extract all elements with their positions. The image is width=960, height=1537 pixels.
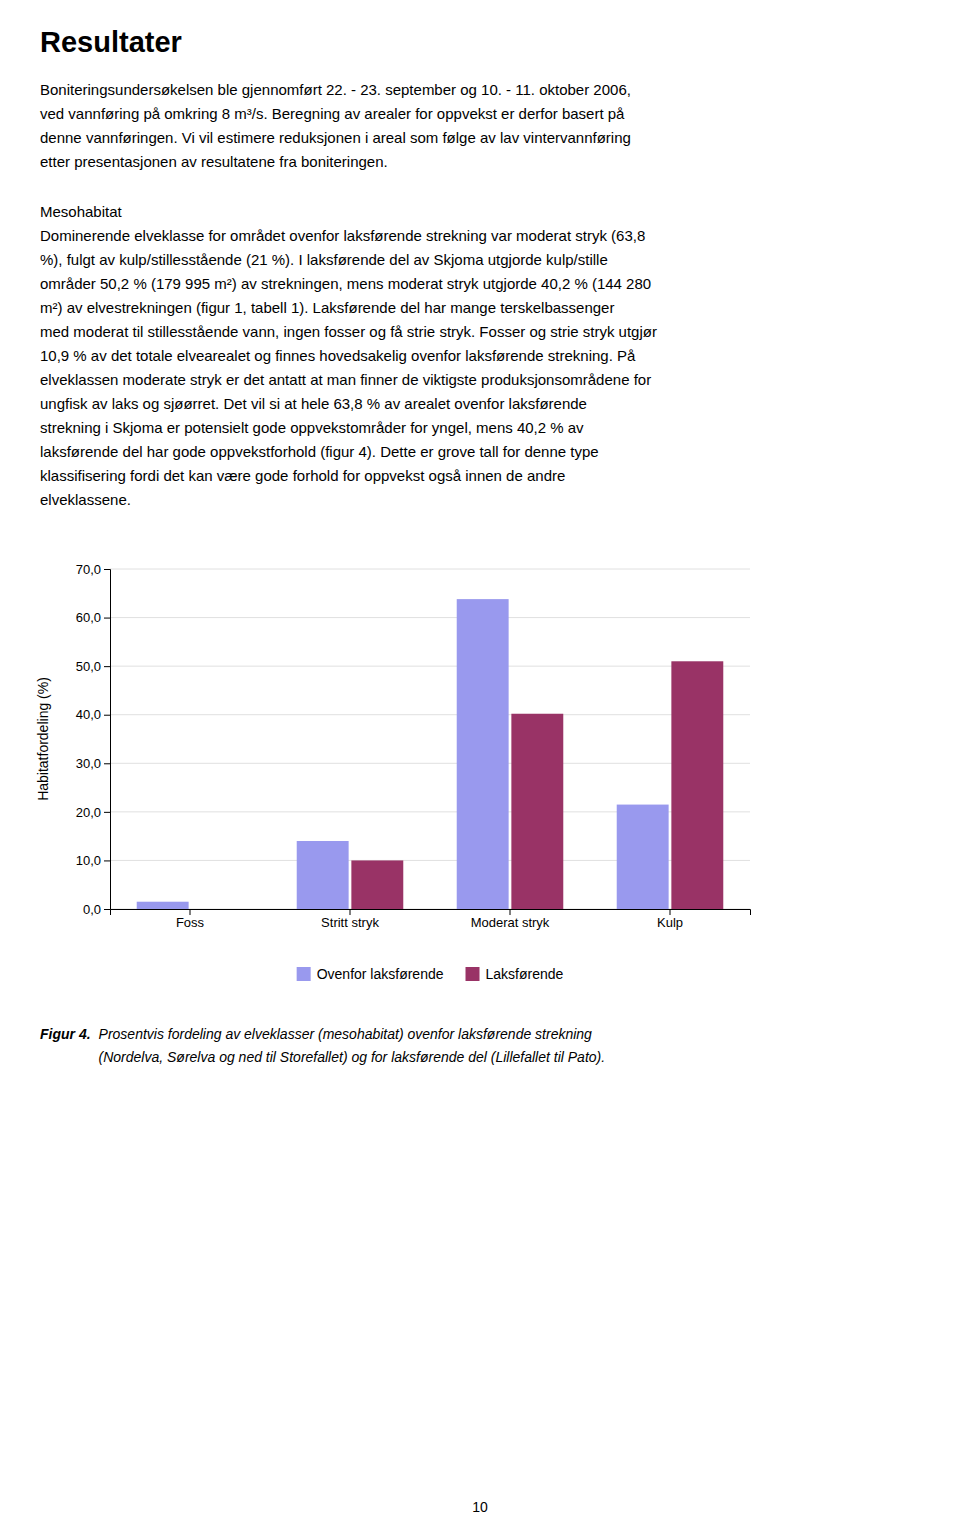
body-line: elveklassene. <box>40 491 131 508</box>
body-line: denne vannføringen. Vi vil estimere redu… <box>40 129 631 146</box>
tick-mark <box>104 666 110 667</box>
tick-label: 40,0 <box>76 707 101 722</box>
body-line: etter presentasjonen av resultatene fra … <box>40 153 388 170</box>
grid-line <box>110 714 750 715</box>
legend-label: Ovenfor laksførende <box>317 966 444 982</box>
tick-label: Kulp <box>657 915 683 930</box>
tick-mark <box>104 812 110 813</box>
body-line: m²) av elvestrekningen (figur 1, tabell … <box>40 299 614 316</box>
body-line: ved vannføring på omkring 8 m³/s. Beregn… <box>40 105 625 122</box>
grid-line <box>110 666 750 667</box>
tick: Stritt stryk <box>321 909 379 930</box>
caption-label: Figur 4. <box>40 1026 91 1042</box>
legend-label: Laksførende <box>486 966 564 982</box>
tick-label: Foss <box>176 915 205 930</box>
bar <box>137 902 189 909</box>
bar-series <box>351 661 723 909</box>
tick-label: Moderat stryk <box>471 915 550 930</box>
caption: Figur 4. Prosentvis fordeling av elveklas… <box>40 1026 605 1065</box>
tick: Foss <box>176 909 205 930</box>
tick-label: 70,0 <box>76 562 101 577</box>
body-line: laksførende del har gode oppvekstforhold… <box>40 443 599 460</box>
bar <box>351 860 403 909</box>
body-line: strekning i Skjoma er potensielt gode op… <box>40 419 584 436</box>
bar <box>671 661 723 909</box>
tick-label: 10,0 <box>76 853 101 868</box>
grid-line <box>110 569 750 570</box>
tick: 30,0 <box>76 756 110 771</box>
body-line: %), fulgt av kulp/stillesstående (21 %).… <box>40 251 608 268</box>
tick: 50,0 <box>76 659 110 674</box>
grid <box>110 569 750 909</box>
tick-label: 30,0 <box>76 756 101 771</box>
tick: 10,0 <box>76 853 110 868</box>
bar <box>297 841 349 909</box>
legend: Ovenfor laksførende Laksførende <box>297 966 564 982</box>
body-line: med moderat til stillesstående vann, ing… <box>40 323 657 340</box>
tick-mark <box>510 909 511 915</box>
tick-label: 20,0 <box>76 805 101 820</box>
body-line: Dominerende elveklasse for området ovenf… <box>40 227 645 244</box>
body-line: Boniteringsundersøkelsen ble gjennomført… <box>40 81 631 98</box>
page-title: Resultater <box>40 26 182 58</box>
tick: Kulp <box>657 909 683 930</box>
bar <box>617 805 669 909</box>
legend-item: Ovenfor laksførende <box>297 966 444 982</box>
body-line: ungfisk av laks og sjøørret. Det vil si … <box>40 395 587 412</box>
tick-mark <box>104 715 110 716</box>
bar <box>511 714 563 909</box>
page-number: 10 <box>472 1499 488 1515</box>
axis-line <box>104 570 111 910</box>
tick-mark <box>670 909 671 915</box>
caption-line: Prosentvis fordeling av elveklasser (mes… <box>99 1026 593 1042</box>
tick: 60,0 <box>76 610 110 625</box>
tick-label: 0,0 <box>83 902 101 917</box>
tick-mark <box>104 569 110 570</box>
body-line: 10,9 % av det totale elvearealet og finn… <box>40 347 636 364</box>
body-line: klassifisering fordi det kan være gode f… <box>40 467 565 484</box>
tick-mark <box>104 763 110 764</box>
axis-line <box>111 910 751 916</box>
bars <box>137 599 724 909</box>
tick-mark <box>104 860 110 861</box>
y-axis: 0,0 10,0 20,0 30,0 40,0 50,0 60,0 70,0 <box>76 562 111 917</box>
chart: 0,0 10,0 20,0 30,0 40,0 50,0 60,0 70,0 Foss Strit… <box>35 562 751 931</box>
tick: 20,0 <box>76 805 110 820</box>
body-line: Mesohabitat <box>40 203 123 220</box>
tick-label: Stritt stryk <box>321 915 379 930</box>
tick: Moderat stryk <box>471 909 550 930</box>
legend-item: Laksførende <box>466 966 564 982</box>
x-axis: Foss Stritt stryk Moderat stryk Kulp <box>111 909 751 930</box>
tick: 70,0 <box>76 562 110 577</box>
tick-mark <box>104 618 110 619</box>
tick-mark <box>104 909 110 910</box>
tick-label: 50,0 <box>76 659 101 674</box>
bar <box>457 599 509 909</box>
body-line: elveklassen moderate stryk er det antatt… <box>40 371 651 388</box>
tick-mark <box>190 909 191 915</box>
tick: 0,0 <box>83 902 110 917</box>
grid-line <box>110 763 750 764</box>
grid-line <box>110 617 750 618</box>
legend-swatch <box>297 967 311 981</box>
legend-swatch <box>466 967 480 981</box>
bar <box>191 909 243 910</box>
caption-line: (Nordelva, Sørelva og ned til Storefalle… <box>99 1049 606 1065</box>
page: Resultater Boniteringsundersøkelsen ble g… <box>0 0 960 1537</box>
body-text: Boniteringsundersøkelsen ble gjennomført… <box>40 81 657 508</box>
bar-series <box>137 599 669 909</box>
tick-mark <box>350 909 351 915</box>
tick-label: 60,0 <box>76 610 101 625</box>
body-line: områder 50,2 % (179 995 m²) av strekning… <box>40 275 651 292</box>
axis-title: Habitatfordeling (%) <box>35 677 51 801</box>
tick: 40,0 <box>76 707 110 722</box>
